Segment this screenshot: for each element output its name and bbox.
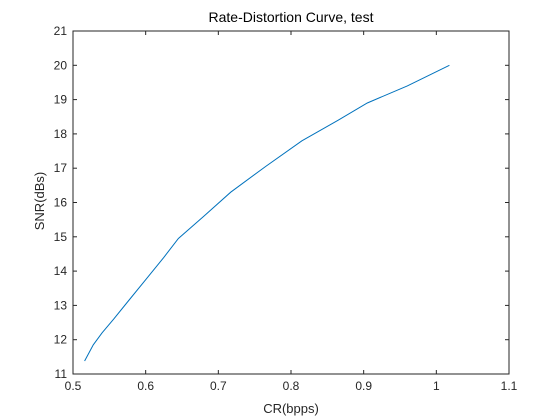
y-tick-label: 17: [54, 161, 68, 175]
tick-labels: 0.5 0.6 0.7 0.8 0.9 1 1.1 11 12 13 14 15 16 17 18 19 20 2…: [54, 24, 518, 393]
y-tick-label: 18: [54, 127, 68, 141]
axes-box: [72, 30, 510, 375]
x-axis-label: CR(bpps): [263, 401, 319, 416]
series-line: [84, 64, 450, 362]
y-tick-label: 21: [54, 24, 68, 38]
y-tick-label: 11: [55, 367, 68, 381]
y-tick-label: 15: [54, 230, 68, 244]
series: [84, 64, 450, 362]
y-tick-label: 12: [54, 333, 68, 347]
chart-title: Rate-Distortion Curve, test: [209, 9, 374, 25]
x-tick-label: 0.8: [283, 379, 300, 393]
y-tick-label: 14: [54, 264, 68, 278]
y-tick-label: 13: [54, 298, 68, 312]
y-tick-label: 16: [54, 196, 68, 210]
x-tick-label: 1.1: [501, 379, 518, 393]
y-tick-label: 19: [54, 93, 68, 107]
x-tick-label: 0.6: [137, 379, 154, 393]
x-tick-label: 1: [433, 379, 440, 393]
ticks: [72, 30, 510, 375]
y-tick-label: 20: [54, 58, 68, 72]
plot-frame: [72, 30, 510, 375]
x-tick-label: 0.9: [355, 379, 372, 393]
x-tick-label: 0.5: [65, 379, 82, 393]
y-axis-label: SNR(dBs): [32, 172, 47, 231]
x-tick-label: 0.7: [210, 379, 227, 393]
